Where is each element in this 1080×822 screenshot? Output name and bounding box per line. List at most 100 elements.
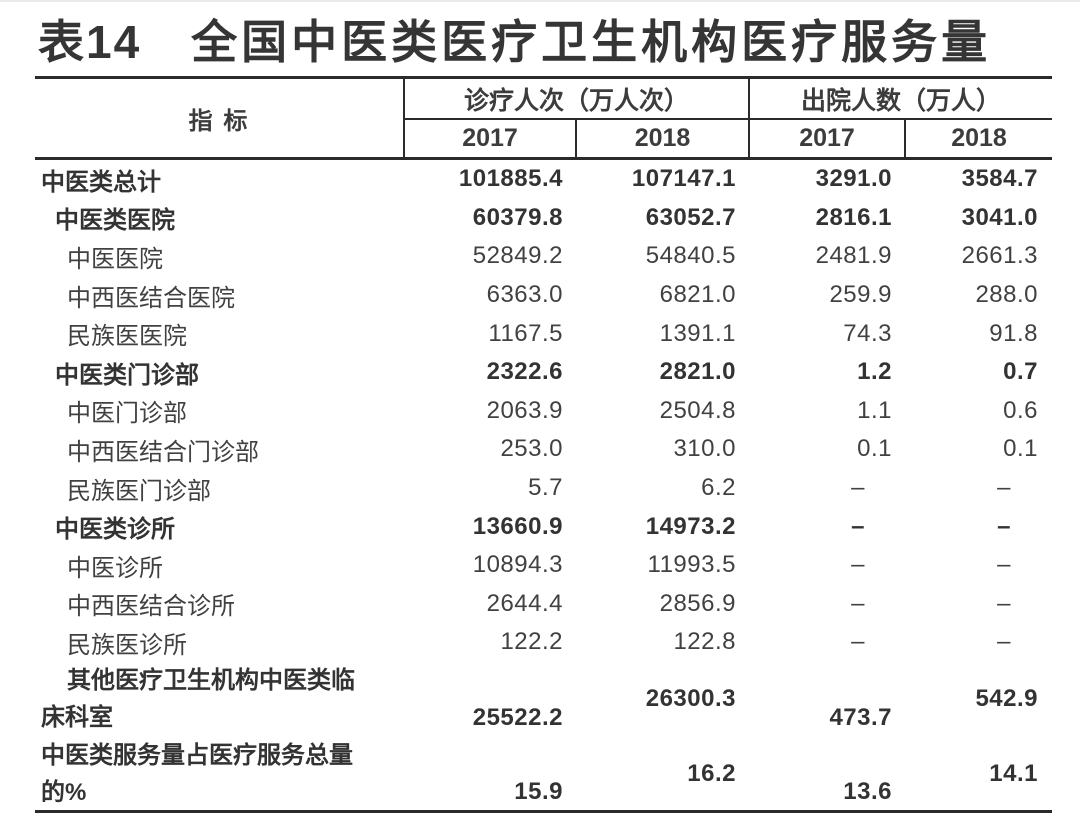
col-group-discharges: 出院人数（万人）	[750, 79, 1052, 120]
col-header-discharges-2018: 2018	[951, 124, 1007, 152]
cell-value: –	[851, 512, 865, 540]
table-row: 中医类医院 60379.8 63052.7 2816.1 3041.0	[35, 199, 1052, 238]
cell-value: –	[851, 551, 865, 579]
row-label-line: 床科室	[41, 704, 113, 732]
table-row: 中医类门诊部 2322.6 2821.0 1.2 0.7	[35, 353, 1052, 392]
table-row: 其他医疗卫生机构中医类临 床科室 25522.2 26300.3 473.7 542.9	[35, 662, 1052, 737]
cell-value: 74.3	[843, 319, 892, 347]
cell-value: 473.7	[829, 703, 892, 731]
cell-value: 16.2	[687, 759, 736, 787]
cell-value: 101885.4	[458, 165, 563, 193]
table-row: 中医类诊所 13660.9 14973.2 – –	[35, 507, 1052, 546]
cell-value: 3291.0	[815, 165, 892, 193]
row-label: 民族医门诊部	[67, 477, 211, 505]
cell-value: 542.9	[975, 685, 1038, 713]
cell-value: 310.0	[673, 435, 736, 463]
table-row: 中医诊所 10894.3 11993.5 – –	[35, 546, 1052, 585]
cell-value: 25522.2	[472, 703, 563, 731]
cell-value: 2821.0	[659, 358, 736, 386]
cell-value: –	[997, 589, 1011, 617]
cell-value: 6821.0	[659, 281, 736, 309]
table-body: 中医类总计 101885.4 107147.1 3291.0 3584.7 中医类医院 60…	[35, 160, 1052, 813]
cell-value: 14973.2	[645, 512, 736, 540]
col-header-visits-2017: 2017	[405, 120, 577, 157]
cell-value: 6363.0	[486, 281, 563, 309]
cell-value: 3041.0	[961, 203, 1038, 231]
table-header: 指 标 诊疗人次（万人次） 出院人数（万人） 2017 2018 2017 20…	[35, 76, 1052, 160]
table-row: 中医类服务量占医疗服务总量 的% 15.9 16.2 13.6 14.1	[35, 737, 1052, 810]
col-group-visits: 诊疗人次（万人次）	[405, 79, 750, 120]
cell-value: 2322.6	[486, 358, 563, 386]
cell-value: 259.9	[829, 281, 892, 309]
cell-value: 2661.3	[961, 242, 1038, 270]
cell-value: 14.1	[989, 759, 1038, 787]
cell-value: 11993.5	[647, 551, 736, 579]
row-label: 中西医结合医院	[67, 284, 235, 312]
cell-value: 0.7	[1003, 358, 1038, 386]
table-row: 民族医诊所 122.2 122.8 – –	[35, 623, 1052, 662]
table-row: 中西医结合门诊部 253.0 310.0 0.1 0.1	[35, 430, 1052, 469]
cell-value: 0.6	[1003, 396, 1038, 424]
cell-value: 5.7	[528, 474, 563, 502]
cell-value: –	[997, 551, 1011, 579]
table-row: 中西医结合医院 6363.0 6821.0 259.9 288.0	[35, 276, 1052, 315]
table-row: 中医门诊部 2063.9 2504.8 1.1 0.6	[35, 392, 1052, 431]
row-label: 中医类总计	[41, 168, 161, 196]
cell-value: 1391.1	[659, 319, 736, 347]
cell-value: 15.9	[514, 777, 563, 805]
table-title: 表14 全国中医类医疗卫生机构医疗服务量	[0, 2, 1080, 68]
cell-value: 2063.9	[486, 396, 563, 424]
cell-value: 1.2	[857, 358, 892, 386]
row-label: 中医类门诊部	[55, 361, 199, 389]
table-row: 中西医结合诊所 2644.4 2856.9 – –	[35, 585, 1052, 624]
row-label-line: 的%	[41, 778, 87, 806]
cell-value: 6.2	[701, 474, 736, 502]
row-label: 其他医疗卫生机构中医类临 床科室	[35, 662, 405, 737]
cell-value: 0.1	[1003, 435, 1038, 463]
table-name: 全国中医类医疗卫生机构医疗服务量	[191, 16, 992, 68]
cell-value: 10894.3	[472, 551, 563, 579]
cell-value: –	[851, 589, 865, 617]
table-row: 民族医门诊部 5.7 6.2 – –	[35, 469, 1052, 508]
cell-value: 3584.7	[961, 165, 1038, 193]
row-label: 中医类服务量占医疗服务总量 的%	[35, 737, 405, 811]
table-row: 中医类总计 101885.4 107147.1 3291.0 3584.7	[35, 160, 1052, 199]
cell-value: 13660.9	[472, 512, 563, 540]
table-row: 中医医院 52849.2 54840.5 2481.9 2661.3	[35, 237, 1052, 276]
table-number: 表14	[38, 16, 142, 68]
cell-value: 91.8	[989, 319, 1038, 347]
cell-value: –	[997, 474, 1011, 502]
cell-value: 2481.9	[815, 242, 892, 270]
row-label-line: 中医类服务量占医疗服务总量	[41, 741, 353, 769]
cell-value: –	[851, 474, 865, 502]
cell-value: 2856.9	[659, 589, 736, 617]
cell-value: 13.6	[843, 777, 892, 805]
cell-value: 107147.1	[631, 165, 736, 193]
cell-value: –	[997, 512, 1011, 540]
row-label: 中西医结合诊所	[67, 593, 235, 621]
cell-value: 288.0	[975, 281, 1038, 309]
cell-value: 2816.1	[815, 203, 892, 231]
cell-value: 54840.5	[645, 242, 736, 270]
data-table: 指 标 诊疗人次（万人次） 出院人数（万人） 2017 2018 2017 20…	[35, 76, 1052, 813]
row-label: 民族医诊所	[67, 631, 187, 659]
row-label: 中医诊所	[67, 554, 163, 582]
cell-value: 253.0	[500, 435, 563, 463]
cell-value: 1167.5	[488, 319, 563, 347]
row-label: 中医医院	[67, 245, 163, 273]
row-label: 中医门诊部	[67, 400, 187, 428]
col-header-visits-2018: 2018	[577, 120, 750, 157]
cell-value: 26300.3	[645, 685, 736, 713]
table-row: 民族医医院 1167.5 1391.1 74.3 91.8	[35, 314, 1052, 353]
cell-value: 60379.8	[472, 203, 563, 231]
row-label: 中医类诊所	[55, 516, 175, 544]
cell-value: 63052.7	[645, 203, 736, 231]
cell-value: –	[997, 628, 1011, 656]
cell-value: –	[851, 628, 865, 656]
row-label: 民族医医院	[67, 323, 187, 351]
cell-value: 1.1	[857, 396, 892, 424]
row-label: 中西医结合门诊部	[67, 438, 259, 466]
cell-value: 0.1	[857, 435, 892, 463]
cell-value: 122.2	[500, 628, 563, 656]
